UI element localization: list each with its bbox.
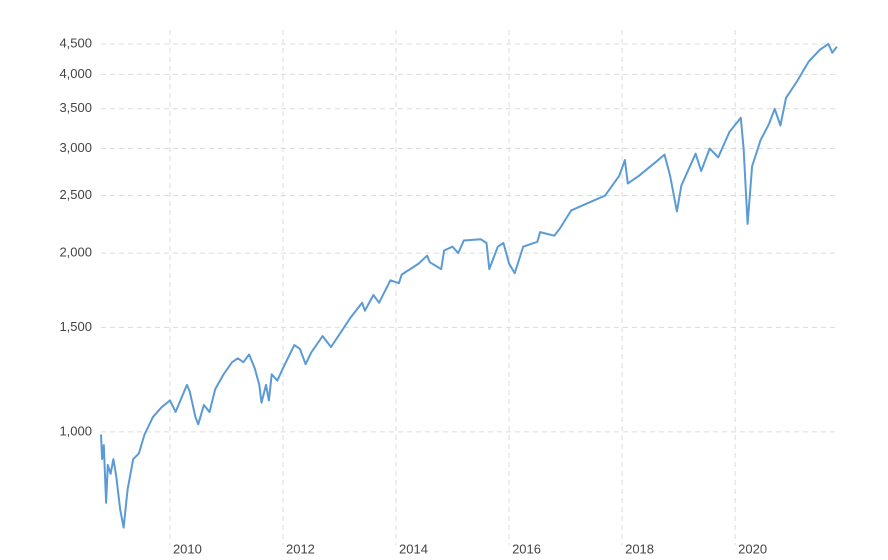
y-tick-label: 3,000	[59, 140, 92, 155]
y-tick-label: 1,500	[59, 319, 92, 334]
y-tick-label: 4,500	[59, 35, 92, 50]
x-tick-label: 2010	[173, 541, 202, 556]
x-tick-label: 2020	[738, 541, 767, 556]
y-tick-label: 2,500	[59, 187, 92, 202]
x-tick-label: 2014	[399, 541, 428, 556]
x-tick-label: 2016	[512, 541, 541, 556]
x-tick-label: 2018	[625, 541, 654, 556]
y-tick-label: 4,000	[59, 66, 92, 81]
price-line	[100, 42, 838, 529]
y-tick-label: 2,000	[59, 245, 92, 260]
x-tick-label: 2012	[286, 541, 315, 556]
y-tick-label: 1,000	[59, 423, 92, 438]
y-tick-label: 3,500	[59, 100, 92, 115]
